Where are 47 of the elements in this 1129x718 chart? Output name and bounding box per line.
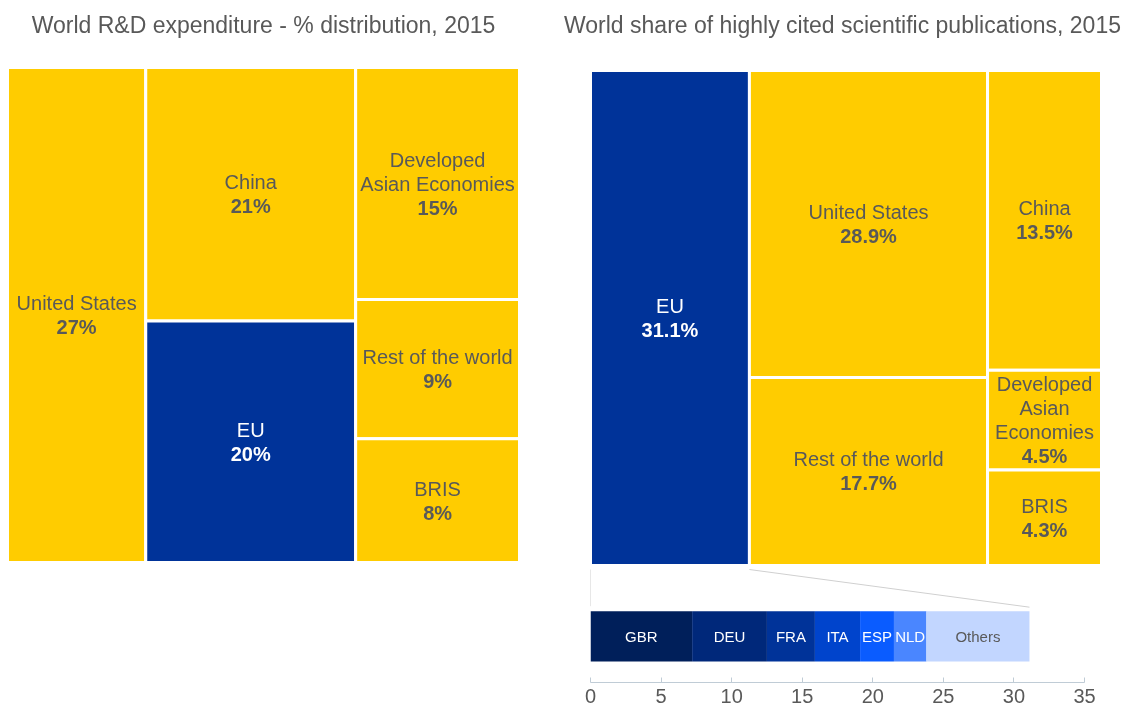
series-label: GBR <box>625 627 658 645</box>
x-tick-label: 35 <box>1073 684 1096 707</box>
data-label: 9% <box>423 370 453 393</box>
x-tick-label: 0 <box>584 684 597 707</box>
series-label: FRA <box>775 627 806 645</box>
category-label: Rest of the world <box>362 346 513 369</box>
x-tick-label: 30 <box>1002 684 1026 707</box>
x-tick-label: 5 <box>655 684 667 707</box>
text: World share of highly cited scientific publications, 2015 <box>564 11 1122 38</box>
bar <box>860 611 894 662</box>
bar <box>590 611 693 662</box>
x-tick-label: 20 <box>861 684 884 707</box>
category-label: China <box>224 171 278 194</box>
series-label: DEU <box>713 627 746 645</box>
x-tick-label: 10 <box>720 684 743 707</box>
bar <box>766 611 815 662</box>
category-label: United States <box>808 200 929 223</box>
series-label: Others <box>955 627 1001 645</box>
category-label: China <box>1018 197 1072 220</box>
category-label: United States <box>16 292 137 314</box>
series-label: ESP <box>862 627 893 645</box>
data-label: 4.5% <box>1021 445 1068 468</box>
data-label: 15% <box>417 196 458 219</box>
data-label: 31.1% <box>641 319 699 341</box>
series-label: NLD <box>895 627 926 645</box>
category-label: Developed Asian Economies <box>995 373 1094 444</box>
data-label: 8% <box>423 501 453 524</box>
data-label: 21% <box>230 195 271 218</box>
data-label: 17.7% <box>840 472 898 495</box>
bar <box>692 611 767 662</box>
series-label: ITA <box>826 627 849 645</box>
bar <box>926 611 1030 662</box>
category-label: Rest of the world <box>793 448 944 471</box>
data-label: 4.3% <box>1021 518 1068 541</box>
category-label: BRIS <box>414 477 461 500</box>
data-label: 13.5% <box>1016 221 1074 244</box>
text: World R&D expenditure - % distribution, 2015 <box>31 11 496 38</box>
category-label: EU <box>236 418 265 441</box>
category-label: Developed Asian Economies <box>360 148 515 195</box>
data-label: 28.9% <box>840 224 898 247</box>
x-tick-label: 15 <box>791 684 814 707</box>
data-label: 20% <box>230 442 271 465</box>
x-tick-label: 25 <box>932 684 955 707</box>
bar <box>814 611 861 662</box>
category-label: EU <box>656 295 684 317</box>
category-label: BRIS <box>1021 494 1068 517</box>
data-label: 27% <box>56 316 97 338</box>
